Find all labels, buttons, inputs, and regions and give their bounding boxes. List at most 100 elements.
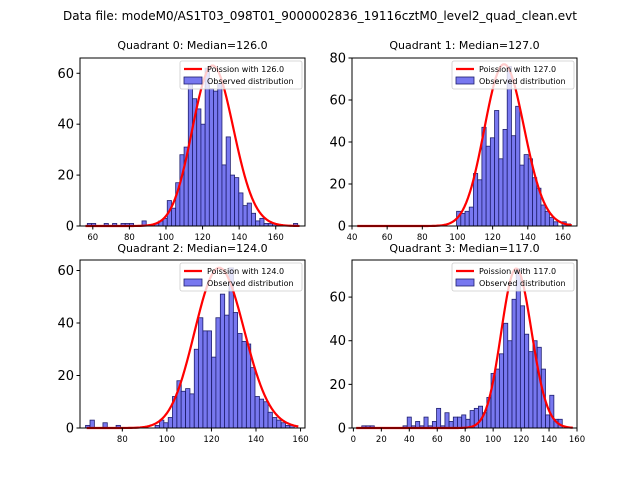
histogram-bar [180, 390, 186, 429]
histogram-bar [211, 356, 217, 429]
histogram-bar [229, 174, 235, 227]
histogram-bar [423, 416, 429, 429]
histogram-bar [237, 333, 243, 429]
histogram-bar [267, 411, 273, 429]
x-tick-label: 140 [541, 435, 557, 445]
x-tick-label: 140 [520, 233, 536, 243]
histogram-bar [499, 353, 504, 429]
histogram-bar [221, 164, 227, 227]
histogram-bar [494, 110, 500, 227]
histogram-bar [254, 396, 260, 429]
histogram-bar [523, 154, 529, 227]
legend-bar-swatch [455, 278, 475, 287]
histogram-bar [206, 330, 212, 429]
histogram-bar [494, 368, 500, 429]
x-tick-label: 80 [417, 233, 428, 243]
histogram-bar [468, 206, 474, 227]
x-tick-label: 60 [432, 435, 443, 445]
histogram-bar [503, 322, 509, 429]
legend: Poission with 127.0 Observed distribution [451, 60, 575, 90]
histogram-bar [171, 207, 177, 227]
histogram-bar [250, 367, 256, 429]
histogram-bar [464, 210, 470, 227]
histogram-bar [89, 419, 95, 429]
histogram-bar [234, 177, 240, 227]
legend-label-observed: Observed distribution [479, 77, 566, 86]
x-tick-label: 80 [460, 435, 471, 445]
histogram-bar [528, 351, 534, 429]
x-tick-label: 160 [555, 233, 571, 243]
histogram-bar [259, 217, 265, 227]
histogram-bar [511, 135, 517, 227]
histogram-bar [532, 177, 538, 227]
x-tick-label: 60 [87, 233, 98, 243]
axes-frame [79, 57, 306, 227]
panel-quadrant-2: Quadrant 2: Median=124.0 0 20 40 60 80 100 120 1… [57, 242, 308, 445]
histogram-bar [185, 388, 191, 429]
histogram-bar [545, 414, 551, 429]
histogram-bar [489, 137, 495, 227]
histogram-bar [498, 158, 504, 227]
histogram-bar [204, 67, 210, 227]
legend-label-observed: Observed distribution [479, 279, 566, 288]
panel-quadrant-3: Quadrant 3: Median=117.0 0 20 40 60 0 20 40 60 80… [329, 242, 585, 445]
legend-label-observed: Observed distribution [207, 77, 294, 86]
y-tick-label: 20 [329, 378, 346, 393]
figure-suptitle: Data file: modeM0/AS1T03_098T01_90000028… [63, 9, 577, 23]
histogram-bar [242, 205, 248, 227]
x-tick-label: 120 [194, 233, 210, 243]
x-tick-label: 40 [347, 233, 358, 243]
histogram-bar [219, 293, 226, 429]
legend-box [179, 262, 303, 292]
histogram-bar [460, 212, 466, 227]
histogram-bar [540, 204, 546, 227]
histogram-bar [507, 340, 513, 429]
histogram-bar [200, 123, 206, 227]
histogram-bar [213, 90, 219, 227]
histogram-bar [524, 333, 530, 429]
y-tick-label: 0 [338, 422, 346, 437]
y-tick-label: 80 [329, 52, 346, 67]
legend-box [451, 262, 575, 292]
legend-label-poisson: Poission with 117.0 [479, 267, 556, 276]
x-tick-label: 160 [569, 435, 585, 445]
x-tick-label: 120 [485, 233, 501, 243]
histogram-bar [406, 416, 412, 429]
panel-title: Quadrant 3: Median=117.0 [389, 242, 539, 255]
histogram-bar [553, 221, 559, 227]
axes-frame [351, 259, 578, 429]
histogram-bar [520, 305, 525, 429]
histogram-bar [263, 401, 269, 429]
y-tick-label: 60 [57, 264, 74, 279]
histogram-bar [519, 164, 525, 227]
x-tick-label: 120 [513, 435, 529, 445]
y-tick-label: 20 [57, 169, 74, 184]
legend: Poission with 117.0 Observed distribution [451, 262, 575, 292]
y-tick-label: 60 [329, 94, 346, 109]
histogram-bar [241, 340, 247, 429]
histogram-bar [196, 108, 202, 227]
histogram-bar [232, 312, 239, 429]
histogram-bar [502, 128, 508, 227]
panel-title: Quadrant 0: Median=126.0 [117, 39, 267, 52]
x-tick-label: 140 [248, 435, 264, 445]
legend-box [179, 60, 303, 90]
histogram-bar [258, 398, 265, 429]
x-tick-label: 160 [268, 233, 284, 243]
histogram-bar [444, 412, 450, 429]
histogram-bar [224, 314, 230, 429]
histogram-bar [549, 217, 555, 227]
x-tick-label: 160 [292, 435, 308, 445]
histogram-bar [536, 346, 542, 429]
histogram-bar [217, 83, 223, 227]
histogram-bar [189, 393, 195, 429]
y-tick-label: 0 [338, 220, 346, 235]
histogram-bar [436, 407, 442, 429]
panel-quadrant-1: Quadrant 1: Median=127.0 0 20 40 60 80 40 60 80 1… [329, 39, 578, 243]
histogram-bar [255, 220, 261, 227]
histogram-bar [511, 298, 517, 429]
histogram-bar [225, 136, 231, 227]
x-tick-label: 60 [382, 233, 393, 243]
y-tick-label: 20 [57, 369, 74, 384]
legend: Poission with 124.0 Observed distribution [179, 262, 303, 292]
